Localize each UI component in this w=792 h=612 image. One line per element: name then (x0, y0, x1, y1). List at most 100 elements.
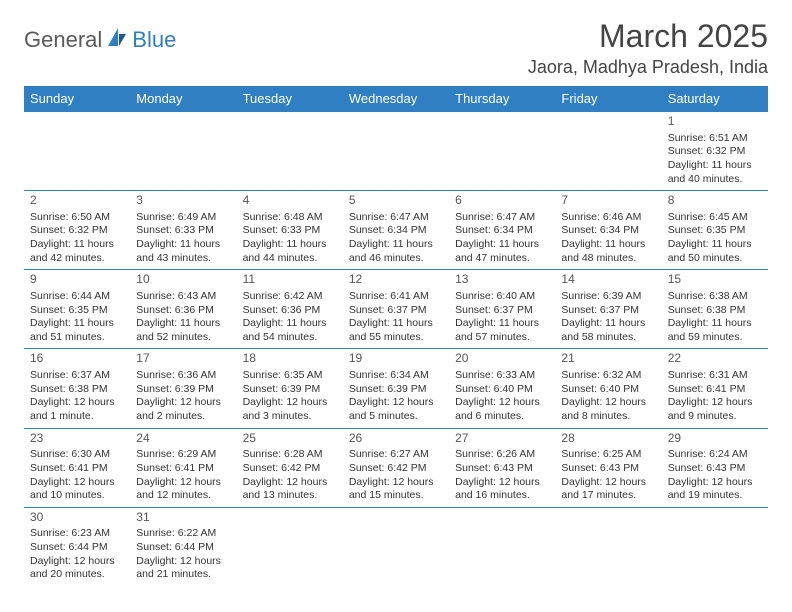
day-info-line: and 9 minutes. (668, 410, 762, 424)
calendar-empty-cell (555, 112, 661, 191)
calendar-day-cell: 11Sunrise: 6:42 AMSunset: 6:36 PMDayligh… (237, 270, 343, 349)
day-info-line: and 55 minutes. (349, 331, 443, 345)
day-info-line: and 8 minutes. (561, 410, 655, 424)
day-info-line: and 21 minutes. (136, 568, 230, 582)
day-info-line: Sunset: 6:42 PM (349, 462, 443, 476)
calendar-week-row: 9Sunrise: 6:44 AMSunset: 6:35 PMDaylight… (24, 270, 768, 349)
calendar-table: SundayMondayTuesdayWednesdayThursdayFrid… (24, 86, 768, 586)
calendar-empty-cell (449, 112, 555, 191)
day-number: 12 (349, 272, 443, 288)
calendar-week-row: 23Sunrise: 6:30 AMSunset: 6:41 PMDayligh… (24, 428, 768, 507)
day-info-line: and 19 minutes. (668, 489, 762, 503)
logo: General Blue (24, 26, 176, 53)
day-info-line: Daylight: 12 hours (30, 555, 124, 569)
calendar-day-cell: 8Sunrise: 6:45 AMSunset: 6:35 PMDaylight… (662, 191, 768, 270)
day-info-line: and 51 minutes. (30, 331, 124, 345)
day-info-line: and 10 minutes. (30, 489, 124, 503)
day-info-line: Sunrise: 6:49 AM (136, 211, 230, 225)
day-number: 20 (455, 351, 549, 367)
day-info-line: Sunrise: 6:31 AM (668, 369, 762, 383)
day-info-line: Sunset: 6:33 PM (136, 224, 230, 238)
weekday-header: Monday (130, 86, 236, 112)
day-info-line: Sunrise: 6:47 AM (455, 211, 549, 225)
day-number: 9 (30, 272, 124, 288)
day-info-line: Sunset: 6:34 PM (349, 224, 443, 238)
calendar-week-row: 1Sunrise: 6:51 AMSunset: 6:32 PMDaylight… (24, 112, 768, 191)
day-info-line: Sunset: 6:32 PM (30, 224, 124, 238)
day-info-line: Sunset: 6:40 PM (455, 383, 549, 397)
day-info-line: Sunrise: 6:48 AM (243, 211, 337, 225)
day-info-line: Sunrise: 6:35 AM (243, 369, 337, 383)
day-info-line: Sunset: 6:35 PM (668, 224, 762, 238)
day-info-line: Daylight: 12 hours (243, 476, 337, 490)
day-number: 5 (349, 193, 443, 209)
weekday-header: Thursday (449, 86, 555, 112)
day-info-line: Daylight: 11 hours (455, 238, 549, 252)
day-info-line: Daylight: 11 hours (349, 317, 443, 331)
day-info-line: and 5 minutes. (349, 410, 443, 424)
day-info-line: Sunset: 6:41 PM (30, 462, 124, 476)
weekday-header: Friday (555, 86, 661, 112)
calendar-day-cell: 14Sunrise: 6:39 AMSunset: 6:37 PMDayligh… (555, 270, 661, 349)
calendar-day-cell: 12Sunrise: 6:41 AMSunset: 6:37 PMDayligh… (343, 270, 449, 349)
day-info-line: Daylight: 12 hours (136, 555, 230, 569)
calendar-day-cell: 27Sunrise: 6:26 AMSunset: 6:43 PMDayligh… (449, 428, 555, 507)
calendar-day-cell: 9Sunrise: 6:44 AMSunset: 6:35 PMDaylight… (24, 270, 130, 349)
day-info-line: Sunrise: 6:23 AM (30, 527, 124, 541)
day-info-line: Sunrise: 6:51 AM (668, 132, 762, 146)
calendar-empty-cell (662, 507, 768, 586)
day-info-line: Daylight: 11 hours (136, 238, 230, 252)
logo-text-blue: Blue (132, 27, 176, 53)
weekday-header: Sunday (24, 86, 130, 112)
day-info-line: Daylight: 12 hours (349, 396, 443, 410)
day-info-line: Sunset: 6:37 PM (455, 304, 549, 318)
calendar-body: 1Sunrise: 6:51 AMSunset: 6:32 PMDaylight… (24, 112, 768, 586)
day-info-line: Daylight: 11 hours (243, 238, 337, 252)
day-info-line: Sunset: 6:43 PM (668, 462, 762, 476)
day-info-line: Daylight: 12 hours (561, 396, 655, 410)
day-info-line: Daylight: 12 hours (30, 476, 124, 490)
day-info-line: and 1 minute. (30, 410, 124, 424)
day-number: 22 (668, 351, 762, 367)
calendar-day-cell: 13Sunrise: 6:40 AMSunset: 6:37 PMDayligh… (449, 270, 555, 349)
day-info-line: Sunrise: 6:39 AM (561, 290, 655, 304)
day-info-line: and 20 minutes. (30, 568, 124, 582)
day-info-line: and 43 minutes. (136, 252, 230, 266)
day-info-line: Daylight: 11 hours (561, 238, 655, 252)
logo-text-general: General (24, 27, 102, 53)
calendar-day-cell: 24Sunrise: 6:29 AMSunset: 6:41 PMDayligh… (130, 428, 236, 507)
weekday-header-row: SundayMondayTuesdayWednesdayThursdayFrid… (24, 86, 768, 112)
day-info-line: and 12 minutes. (136, 489, 230, 503)
day-info-line: Sunset: 6:40 PM (561, 383, 655, 397)
day-info-line: Sunrise: 6:46 AM (561, 211, 655, 225)
day-info-line: Daylight: 12 hours (136, 396, 230, 410)
calendar-day-cell: 6Sunrise: 6:47 AMSunset: 6:34 PMDaylight… (449, 191, 555, 270)
calendar-day-cell: 5Sunrise: 6:47 AMSunset: 6:34 PMDaylight… (343, 191, 449, 270)
day-info-line: Sunrise: 6:40 AM (455, 290, 549, 304)
day-info-line: and 47 minutes. (455, 252, 549, 266)
day-info-line: and 17 minutes. (561, 489, 655, 503)
calendar-week-row: 16Sunrise: 6:37 AMSunset: 6:38 PMDayligh… (24, 349, 768, 428)
day-info-line: Daylight: 12 hours (561, 476, 655, 490)
day-number: 11 (243, 272, 337, 288)
day-number: 3 (136, 193, 230, 209)
calendar-day-cell: 28Sunrise: 6:25 AMSunset: 6:43 PMDayligh… (555, 428, 661, 507)
day-info-line: Daylight: 12 hours (668, 476, 762, 490)
calendar-day-cell: 10Sunrise: 6:43 AMSunset: 6:36 PMDayligh… (130, 270, 236, 349)
day-info-line: Sunset: 6:43 PM (455, 462, 549, 476)
calendar-day-cell: 17Sunrise: 6:36 AMSunset: 6:39 PMDayligh… (130, 349, 236, 428)
day-number: 23 (30, 431, 124, 447)
day-info-line: Sunset: 6:37 PM (349, 304, 443, 318)
day-number: 15 (668, 272, 762, 288)
calendar-day-cell: 16Sunrise: 6:37 AMSunset: 6:38 PMDayligh… (24, 349, 130, 428)
day-info-line: Sunset: 6:41 PM (668, 383, 762, 397)
calendar-day-cell: 22Sunrise: 6:31 AMSunset: 6:41 PMDayligh… (662, 349, 768, 428)
day-number: 31 (136, 510, 230, 526)
day-info-line: Sunset: 6:34 PM (455, 224, 549, 238)
day-info-line: Sunrise: 6:33 AM (455, 369, 549, 383)
day-info-line: Daylight: 12 hours (455, 476, 549, 490)
day-number: 27 (455, 431, 549, 447)
day-info-line: Daylight: 11 hours (668, 317, 762, 331)
day-info-line: Daylight: 12 hours (455, 396, 549, 410)
day-info-line: and 59 minutes. (668, 331, 762, 345)
